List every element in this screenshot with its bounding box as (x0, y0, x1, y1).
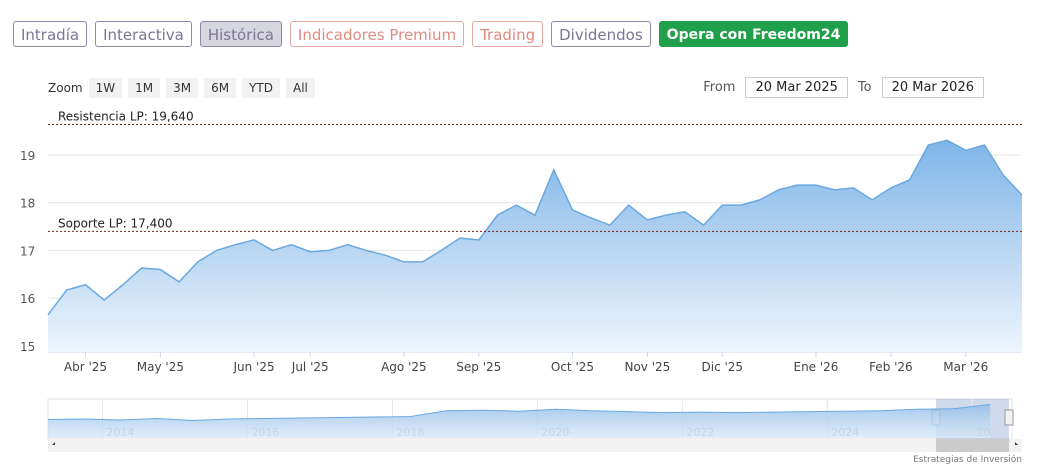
y-tick-label: 19 (20, 149, 35, 163)
x-tick-label: Ene '26 (793, 360, 838, 374)
zoom-button[interactable]: YTD (242, 78, 280, 98)
x-tick-label: Jul '25 (291, 360, 329, 374)
x-tick-label: Ago '25 (381, 360, 427, 374)
tab[interactable]: Dividendos (551, 21, 651, 47)
to-label: To (857, 80, 872, 95)
y-tick-label: 16 (20, 292, 35, 306)
tab[interactable]: Intradía (13, 21, 88, 47)
to-input[interactable]: 20 Mar 2026 (881, 77, 984, 98)
from-input[interactable]: 20 Mar 2025 (745, 77, 848, 98)
plot-line-label: Soporte LP: 17,400 (58, 216, 173, 230)
y-tick-label: 15 (20, 340, 35, 354)
credit: Estrategias de Inversión (913, 455, 1022, 465)
x-tick-label: Jun '25 (232, 360, 274, 374)
tab-bar: Intradía Interactiva Histórica Indicador… (13, 21, 849, 47)
zoom-button[interactable]: All (286, 78, 315, 98)
x-tick-label: Abr '25 (64, 360, 107, 374)
scrollbar-thumb[interactable] (936, 439, 1009, 452)
tab[interactable]: Indicadores Premium (289, 21, 465, 47)
zoom-button[interactable]: 1W (88, 78, 123, 98)
x-tick-label: Oct '25 (551, 360, 594, 374)
y-tick-label: 18 (20, 197, 35, 211)
x-tick-label: Mar '26 (943, 360, 988, 374)
area-line (47, 139, 1023, 316)
date-range: From 20 Mar 2025 To 20 Mar 2026 (703, 77, 984, 98)
tab[interactable]: Histórica (199, 21, 282, 47)
nav-area (48, 404, 991, 438)
x-tick-label: Feb '26 (869, 360, 913, 374)
x-tick-label: Sep '25 (456, 360, 501, 374)
x-tick-label: May '25 (137, 360, 184, 374)
zoom-bar: Zoom 1W 1M 3M 6M YTD All (48, 78, 315, 98)
area-fill (48, 140, 1022, 352)
zoom-button[interactable]: 6M (204, 78, 237, 98)
tab[interactable]: Trading (472, 21, 544, 47)
tab[interactable]: Opera con Freedom24 (658, 21, 849, 47)
plot-line-label: Resistencia LP: 19,640 (58, 110, 194, 124)
zoom-button[interactable]: 3M (166, 78, 199, 98)
x-tick-label: Nov '25 (624, 360, 670, 374)
scrollbar[interactable] (48, 439, 1022, 452)
zoom-label: Zoom (48, 81, 83, 95)
y-tick-label: 17 (20, 244, 35, 258)
x-tick-label: Dic '25 (702, 360, 744, 374)
from-label: From (703, 80, 736, 95)
zoom-button[interactable]: 1M (128, 78, 161, 98)
navigator-handle[interactable] (1004, 409, 1014, 426)
tab[interactable]: Interactiva (95, 21, 192, 47)
nav-line (47, 403, 991, 421)
